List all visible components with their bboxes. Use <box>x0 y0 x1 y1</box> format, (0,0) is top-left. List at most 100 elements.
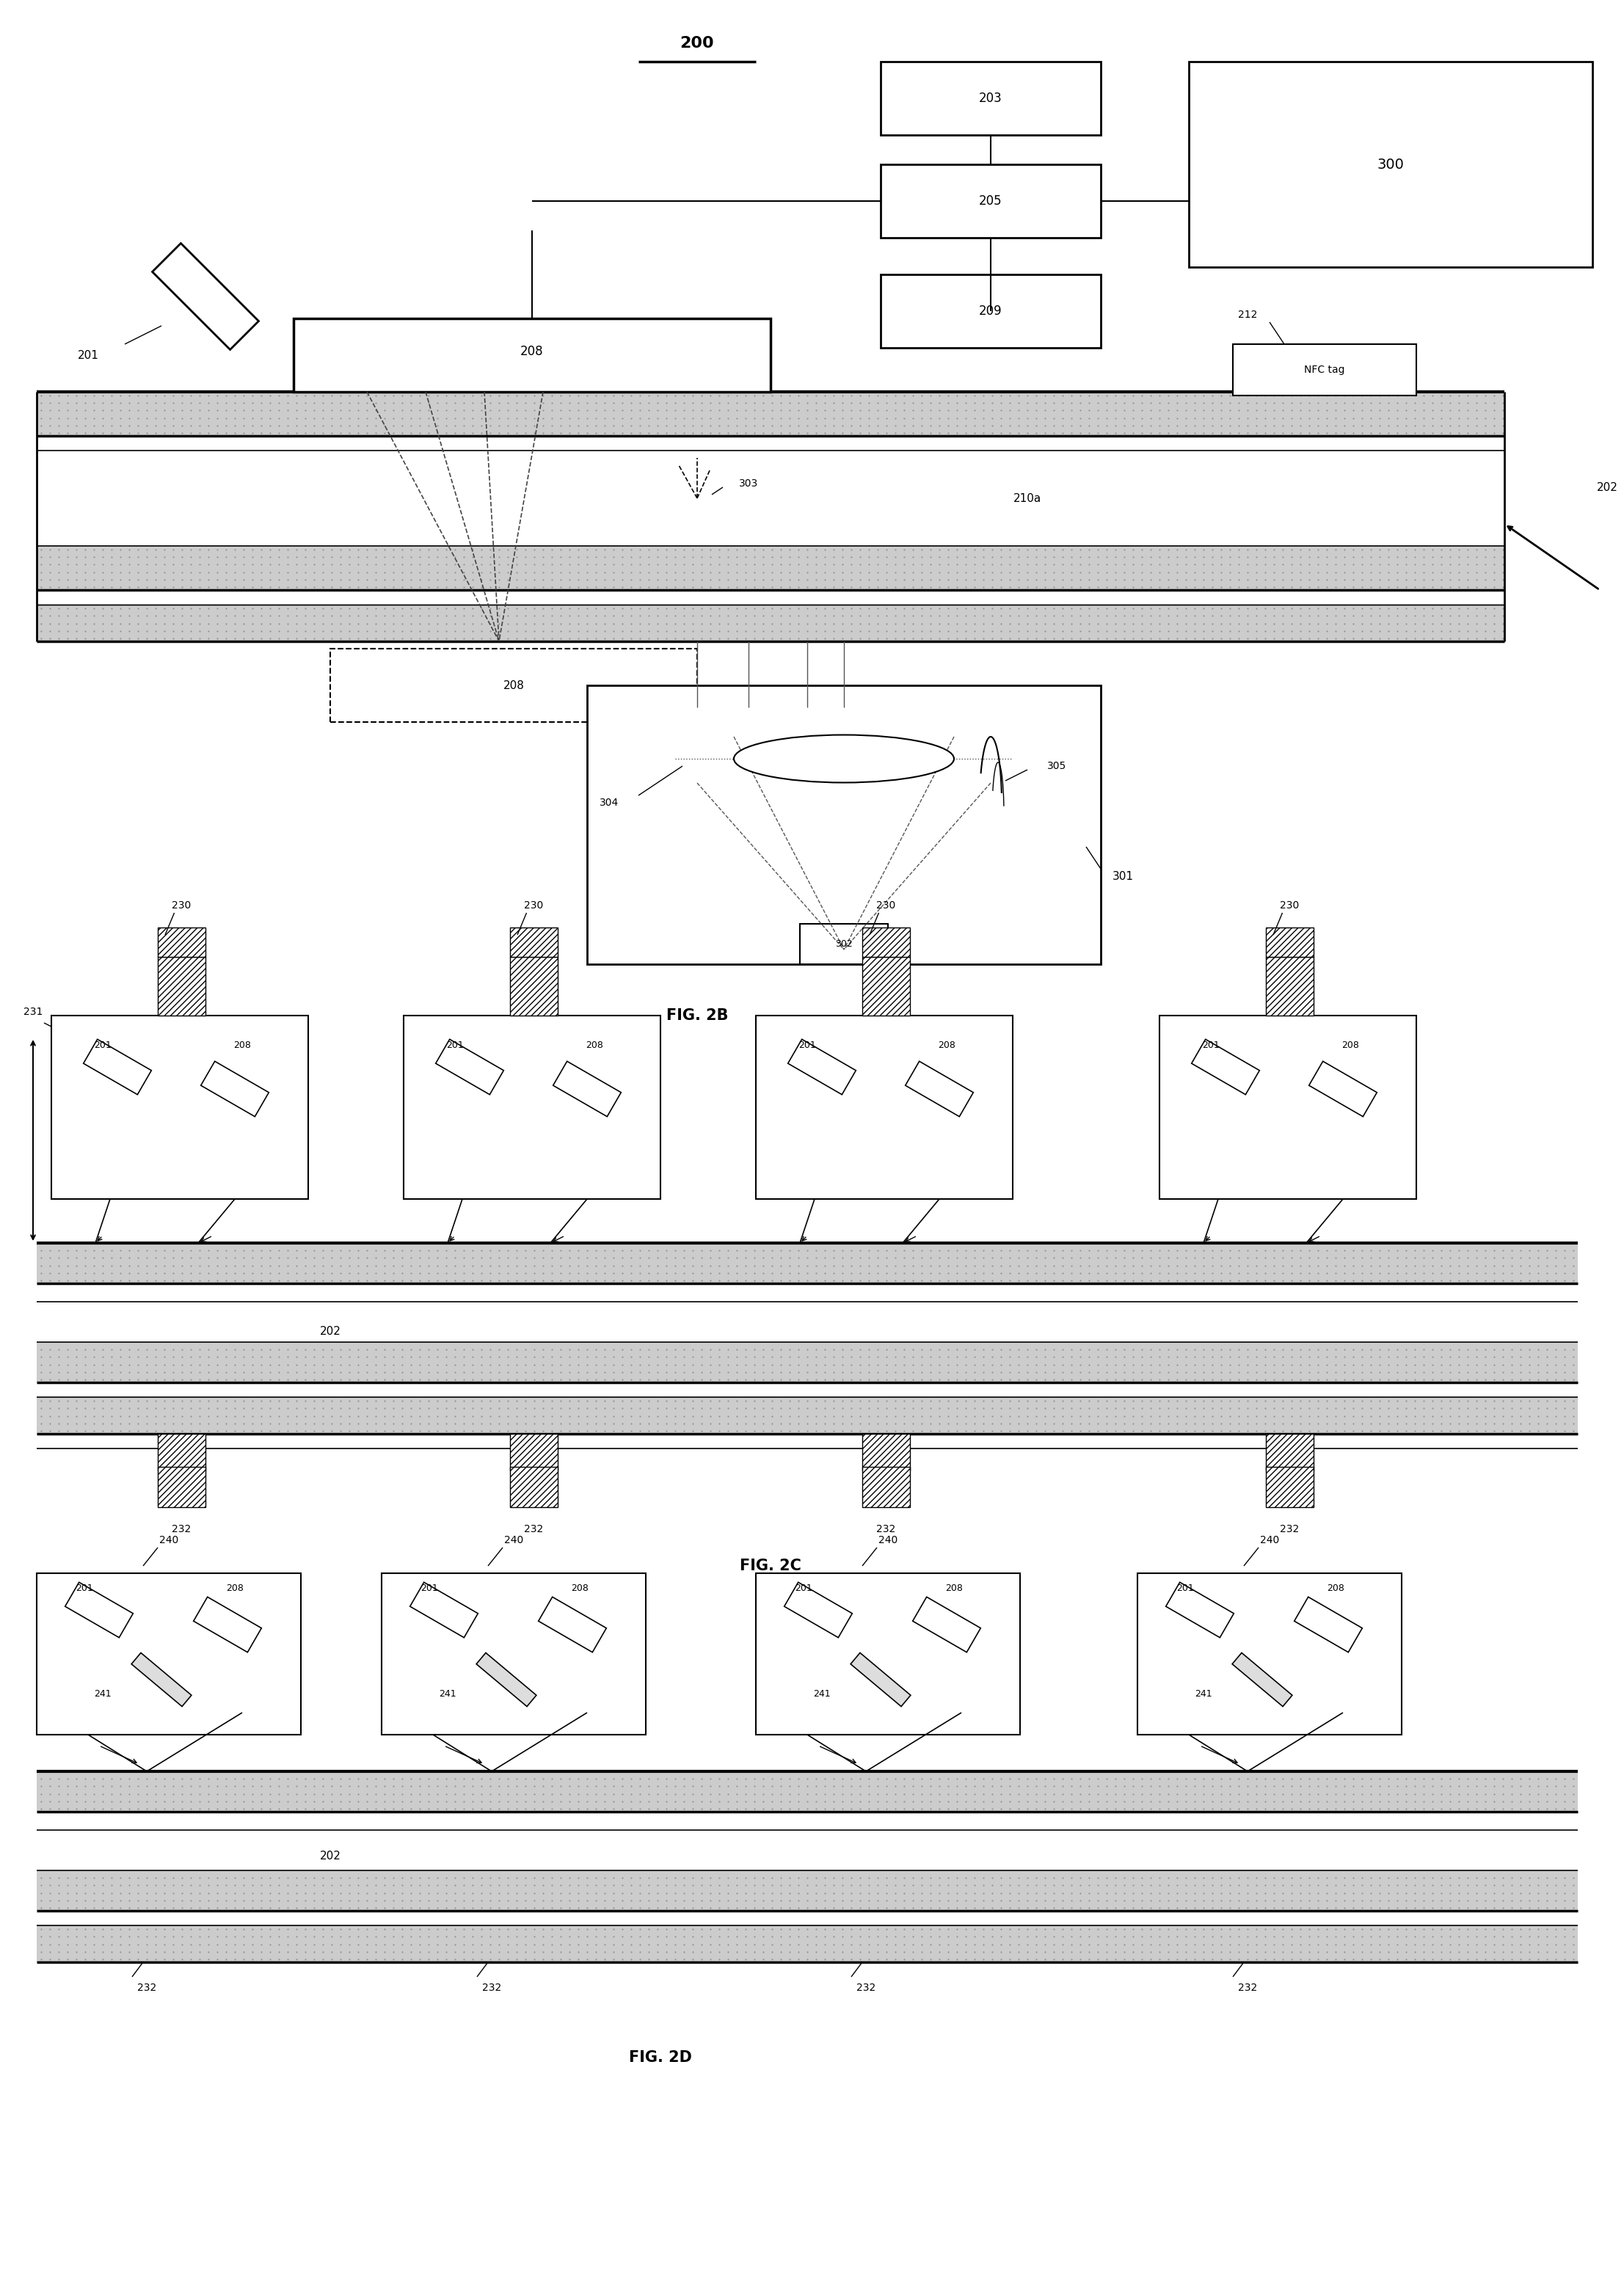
Bar <box>755 1574 1020 1734</box>
Text: 230: 230 <box>877 900 896 912</box>
Text: NFC tag: NFC tag <box>1304 366 1345 375</box>
Text: 201: 201 <box>447 1040 464 1049</box>
Text: 304: 304 <box>599 797 619 809</box>
Bar <box>1265 1433 1314 1472</box>
Polygon shape <box>1166 1581 1234 1638</box>
Polygon shape <box>1309 1060 1377 1117</box>
Text: 210a: 210a <box>1013 494 1041 503</box>
Polygon shape <box>1294 1597 1363 1652</box>
Text: 201: 201 <box>421 1584 438 1593</box>
Text: 230: 230 <box>1280 900 1299 912</box>
Text: 201: 201 <box>1202 1040 1220 1049</box>
Polygon shape <box>409 1581 477 1638</box>
Text: FIG. 2C: FIG. 2C <box>741 1558 801 1574</box>
Text: 230: 230 <box>172 900 192 912</box>
Bar <box>510 928 557 957</box>
Bar <box>862 1433 909 1472</box>
Polygon shape <box>435 1040 503 1095</box>
Bar <box>404 1015 661 1200</box>
Text: 208: 208 <box>226 1584 244 1593</box>
Bar <box>37 1396 1579 1433</box>
Polygon shape <box>539 1597 606 1652</box>
Text: 202: 202 <box>320 1325 341 1337</box>
Bar <box>37 391 1504 436</box>
Bar <box>755 1015 1013 1200</box>
Text: 208: 208 <box>234 1040 252 1049</box>
Text: 201: 201 <box>78 350 99 361</box>
Bar <box>588 685 1101 964</box>
Ellipse shape <box>734 736 953 781</box>
Polygon shape <box>476 1652 536 1707</box>
Text: 241: 241 <box>94 1689 112 1700</box>
Text: 240: 240 <box>159 1536 179 1545</box>
Text: 212: 212 <box>1237 311 1257 320</box>
Text: 205: 205 <box>979 194 1002 208</box>
Text: FIG. 2B: FIG. 2B <box>666 1008 728 1024</box>
Text: 208: 208 <box>503 681 525 690</box>
Text: 201: 201 <box>1176 1584 1194 1593</box>
Bar <box>382 1574 646 1734</box>
Bar <box>158 1433 206 1472</box>
Bar <box>1233 345 1416 395</box>
Text: 300: 300 <box>1377 158 1405 171</box>
Bar <box>158 1467 206 1508</box>
Text: 203: 203 <box>979 91 1002 105</box>
Polygon shape <box>201 1060 270 1117</box>
Bar <box>1189 62 1593 267</box>
Text: 241: 241 <box>438 1689 456 1700</box>
Polygon shape <box>788 1040 856 1095</box>
Polygon shape <box>905 1060 973 1117</box>
Text: 209: 209 <box>979 304 1002 318</box>
Text: 208: 208 <box>1341 1040 1359 1049</box>
Bar <box>880 62 1101 135</box>
Text: FIG. 2D: FIG. 2D <box>628 2050 692 2066</box>
Text: 240: 240 <box>503 1536 523 1545</box>
Text: 201: 201 <box>799 1040 815 1049</box>
Bar <box>37 1243 1579 1284</box>
Text: 230: 230 <box>525 900 544 912</box>
Text: 303: 303 <box>739 478 758 489</box>
Text: 200: 200 <box>680 37 715 50</box>
Text: 232: 232 <box>1280 1524 1299 1533</box>
Bar <box>510 1433 557 1472</box>
Bar <box>37 546 1504 590</box>
Text: 240: 240 <box>879 1536 898 1545</box>
Text: 208: 208 <box>945 1584 963 1593</box>
Text: 241: 241 <box>1195 1689 1212 1700</box>
Text: 232: 232 <box>482 1983 502 1993</box>
Bar <box>880 165 1101 238</box>
Bar <box>510 957 557 1015</box>
Polygon shape <box>193 1597 261 1652</box>
Polygon shape <box>851 1652 911 1707</box>
Polygon shape <box>784 1581 853 1638</box>
Bar <box>52 1015 309 1200</box>
Text: 202: 202 <box>1596 482 1618 494</box>
Bar <box>1137 1574 1402 1734</box>
Text: 232: 232 <box>856 1983 875 1993</box>
Bar <box>801 923 888 964</box>
Bar <box>510 1467 557 1508</box>
Bar <box>37 1926 1579 1963</box>
Bar <box>862 957 909 1015</box>
Bar <box>1265 928 1314 957</box>
Bar <box>1265 1467 1314 1508</box>
Text: 305: 305 <box>1047 761 1067 772</box>
Text: 301: 301 <box>1112 871 1134 882</box>
Polygon shape <box>1233 1652 1293 1707</box>
Bar <box>294 318 770 391</box>
Bar <box>158 928 206 957</box>
Text: 208: 208 <box>572 1584 588 1593</box>
Text: 232: 232 <box>877 1524 896 1533</box>
Text: 208: 208 <box>586 1040 603 1049</box>
Bar <box>37 1771 1579 1812</box>
Text: 232: 232 <box>172 1524 192 1533</box>
Bar <box>158 957 206 1015</box>
Text: 232: 232 <box>525 1524 544 1533</box>
Polygon shape <box>132 1652 192 1707</box>
Polygon shape <box>83 1040 151 1095</box>
Polygon shape <box>1192 1040 1260 1095</box>
Text: 232: 232 <box>1237 1983 1257 1993</box>
Bar <box>1160 1015 1416 1200</box>
Text: 208: 208 <box>520 345 544 359</box>
Polygon shape <box>913 1597 981 1652</box>
